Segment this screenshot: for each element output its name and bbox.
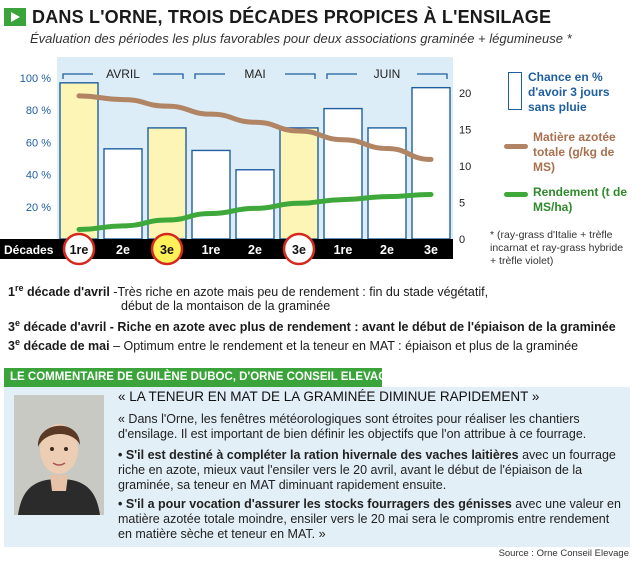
definition-2: 3e décade d'avril - Riche en azote avec … [8, 318, 616, 335]
decade-label: 1re [334, 243, 353, 257]
month-label-bg [225, 65, 285, 81]
right-axis-tick: 15 [459, 125, 471, 137]
comment-paragraph-2: • S'il est destiné à compléter la ration… [118, 448, 616, 492]
play-arrow-icon [4, 8, 26, 26]
left-axis-tick: 80 % [26, 105, 51, 117]
chart-subtitle: Évaluation des périodes les plus favorab… [30, 31, 572, 46]
left-axis-tick: 20 % [26, 202, 51, 214]
comment-paragraph-1: « Dans l'Orne, les fenêtres météorologiq… [118, 412, 587, 441]
left-axis-tick: 60 % [26, 137, 51, 149]
decade-band [0, 239, 453, 259]
legend-bar-swatch [508, 72, 522, 110]
decade-label: 2e [380, 243, 394, 257]
source-credit: Source : Orne Conseil Elevage [498, 548, 629, 559]
portrait-photo [14, 395, 104, 515]
decade-label: 2e [116, 243, 130, 257]
month-label-bg [357, 65, 417, 81]
decade-label: 1re [70, 243, 89, 257]
decade-label: 1re [202, 243, 221, 257]
right-axis-tick: 20 [459, 88, 471, 100]
decade-label: 3e [292, 243, 306, 257]
page-title: DANS L'ORNE, TROIS DÉCADES PROPICES À L'… [32, 6, 552, 27]
definition-1-line2: début de la montaison de la graminée [121, 299, 331, 313]
legend-mat-label: Matière azotée totale (g/kg de MS) [533, 130, 616, 174]
decade-label: 3e [424, 243, 438, 257]
month-label: MAI [244, 67, 265, 81]
decade-row-label: Décades [4, 243, 54, 257]
chart: AVRIL MAI JUIN 20 % 40 % 60 % 80 % 100 % 0 5 10 15 2… [0, 57, 471, 266]
left-axis-tick: 100 % [20, 73, 51, 85]
comment-banner: LE COMMENTAIRE DE GUILÈNE DUBOC, D'ORNE … [4, 368, 395, 387]
species-note: * (ray-grass d'Italie + trèfle incarnat … [490, 229, 624, 267]
comment-box [4, 387, 630, 547]
quote-title: « LA TENEUR EN MAT DE LA GRAMINÉE DIMINU… [118, 389, 540, 404]
decade-circle [150, 232, 184, 266]
legend-chance-label: Chance en % d'avoir 3 jours sans pluie [528, 70, 610, 114]
chart-bar [411, 86, 451, 240]
chart-bar [59, 82, 99, 240]
left-axis-tick: 40 % [26, 170, 51, 182]
decade-circle [62, 232, 96, 266]
legend-mat-swatch [504, 144, 528, 149]
definition-3: 3e décade de mai – Optimum entre le rend… [8, 337, 579, 354]
decade-label: 3e [160, 243, 174, 257]
month-label: JUIN [374, 67, 401, 81]
right-axis-tick: 0 [459, 234, 465, 246]
definition-1: 1re décade d'avril -Très riche en azote … [8, 283, 489, 300]
right-axis-tick: 5 [459, 198, 465, 210]
month-label-bg [93, 65, 153, 81]
chart-bar [279, 127, 319, 240]
decade-label: 2e [248, 243, 262, 257]
legend-rend-swatch [504, 192, 528, 197]
chart-bar [323, 107, 363, 240]
legend-rend-label: Rendement (t de MS/ha) [533, 185, 628, 214]
comment-paragraph-3: • S'il a pour vocation d'assurer les sto… [118, 497, 621, 541]
line-matiere-azotee [76, 93, 434, 162]
chart-bar [191, 149, 231, 240]
decade-circle [282, 232, 316, 266]
chart-bar [235, 169, 275, 240]
right-axis-tick: 10 [459, 161, 471, 173]
line-rendement [76, 191, 434, 233]
title-row: DANS L'ORNE, TROIS DÉCADES PROPICES À L'… [4, 6, 551, 28]
month-label: AVRIL [106, 67, 140, 81]
